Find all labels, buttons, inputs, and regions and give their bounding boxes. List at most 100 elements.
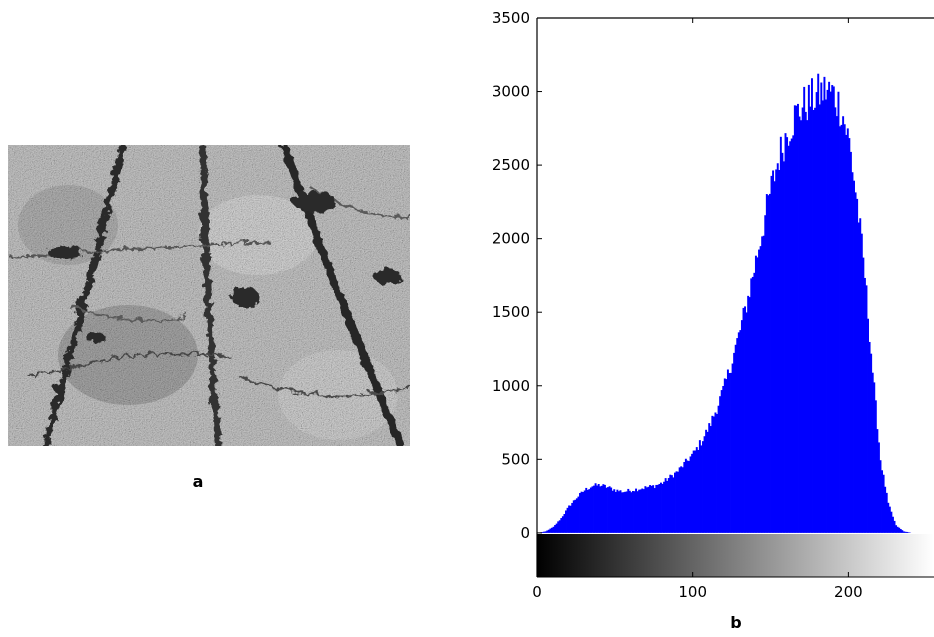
- y-tick-label: 2500: [492, 156, 530, 174]
- histogram-bar: [784, 133, 787, 533]
- histogram-bar: [681, 467, 684, 533]
- histogram-bar: [756, 257, 759, 533]
- histogram-bar: [686, 460, 689, 533]
- histogram-bar: [719, 396, 722, 533]
- histogram-bar: [778, 169, 781, 533]
- histogram-bar: [773, 181, 776, 533]
- histogram-bar: [804, 111, 807, 533]
- histogram-bar: [561, 516, 564, 533]
- histogram-bar: [641, 488, 644, 533]
- histogram-bar: [826, 89, 829, 533]
- histogram-bar: [745, 312, 748, 533]
- histogram-bar: [588, 489, 591, 533]
- histogram-bar: [835, 116, 838, 533]
- histogram-bar: [551, 527, 553, 533]
- histogram-bar: [744, 306, 747, 533]
- histogram-bar: [582, 492, 585, 533]
- histogram-bar: [737, 332, 740, 533]
- histogram-bar: [759, 246, 762, 533]
- histogram-bar: [854, 192, 857, 533]
- histogram-bar: [868, 341, 871, 533]
- histogram-bar: [579, 493, 581, 533]
- histogram-bar: [736, 338, 739, 533]
- histogram-bar: [669, 474, 672, 533]
- histogram-bar: [747, 295, 750, 533]
- histogram-bar: [544, 531, 547, 533]
- histogram-bar: [639, 489, 642, 533]
- histogram-bar: [658, 483, 661, 533]
- histogram-bar: [811, 78, 813, 533]
- histogram-bar: [896, 526, 899, 533]
- histogram-bar: [617, 491, 620, 533]
- histogram-bar: [709, 426, 712, 533]
- histogram-bar: [563, 514, 566, 533]
- histogram-bar: [753, 272, 756, 533]
- histogram-bar: [666, 480, 669, 533]
- histogram-bar: [821, 100, 824, 533]
- histogram-bar: [575, 498, 578, 533]
- histogram-bar: [870, 353, 873, 533]
- grayscale-colorbar: [537, 534, 934, 577]
- histogram-bar: [874, 400, 877, 533]
- histogram-bar: [653, 488, 656, 533]
- histogram-bar: [659, 482, 662, 533]
- histogram-bar: [631, 490, 634, 533]
- histogram-bar: [779, 136, 782, 533]
- histogram-bar: [627, 488, 630, 533]
- histogram-bars: [538, 73, 912, 533]
- histogram-bar: [670, 475, 673, 533]
- histogram-bar: [697, 449, 700, 533]
- histogram-bar: [865, 285, 868, 533]
- histogram-bar: [698, 440, 701, 533]
- histogram-bar: [674, 472, 676, 533]
- histogram-bar: [708, 423, 711, 533]
- histogram-bar: [571, 502, 574, 533]
- histogram-bar: [787, 145, 790, 533]
- histogram-bar: [775, 169, 778, 533]
- y-tick-label: 3000: [492, 83, 530, 101]
- histogram-bar: [795, 105, 798, 533]
- histogram-bar: [857, 222, 860, 533]
- histogram-bar: [840, 124, 843, 533]
- soil-photo: [8, 145, 410, 446]
- histogram-bar: [546, 530, 549, 533]
- histogram-bar: [619, 490, 622, 533]
- histogram-bar: [789, 141, 792, 533]
- histogram-bar: [591, 486, 594, 533]
- x-tick-label: 0: [532, 583, 542, 601]
- histogram-bar: [722, 385, 725, 533]
- histogram-bar: [885, 492, 888, 533]
- histogram-bar: [905, 531, 908, 533]
- histogram-bar: [856, 198, 859, 533]
- histogram-bar: [907, 532, 910, 533]
- histogram-bar: [703, 436, 706, 533]
- histogram-bar: [863, 277, 866, 533]
- histogram-bar: [851, 172, 854, 533]
- histogram-bar: [630, 492, 633, 533]
- histogram-bar: [555, 523, 558, 533]
- histogram-bar: [706, 431, 709, 533]
- histogram-bar: [754, 255, 757, 533]
- y-tick-label: 0: [520, 524, 530, 542]
- histogram-bar: [734, 344, 737, 533]
- x-tick-label: 100: [678, 583, 707, 601]
- histogram-bar: [828, 81, 831, 533]
- histogram-bar: [712, 416, 715, 533]
- histogram-bar: [825, 99, 827, 533]
- histogram-bar: [692, 450, 695, 533]
- histogram-bar: [664, 478, 667, 533]
- histogram-bar: [667, 478, 670, 533]
- histogram-bar: [831, 85, 834, 533]
- histogram-bar: [832, 86, 835, 533]
- histogram-bar: [688, 461, 690, 533]
- histogram-bar: [807, 84, 810, 533]
- histogram-bar: [817, 73, 820, 533]
- histogram-bar: [742, 307, 745, 533]
- histogram-bar: [716, 413, 718, 533]
- histogram-bar: [853, 180, 855, 533]
- histogram-bar: [728, 373, 731, 533]
- histogram-bar: [624, 491, 627, 533]
- histogram-bar: [801, 107, 804, 533]
- histogram-bar: [809, 106, 812, 533]
